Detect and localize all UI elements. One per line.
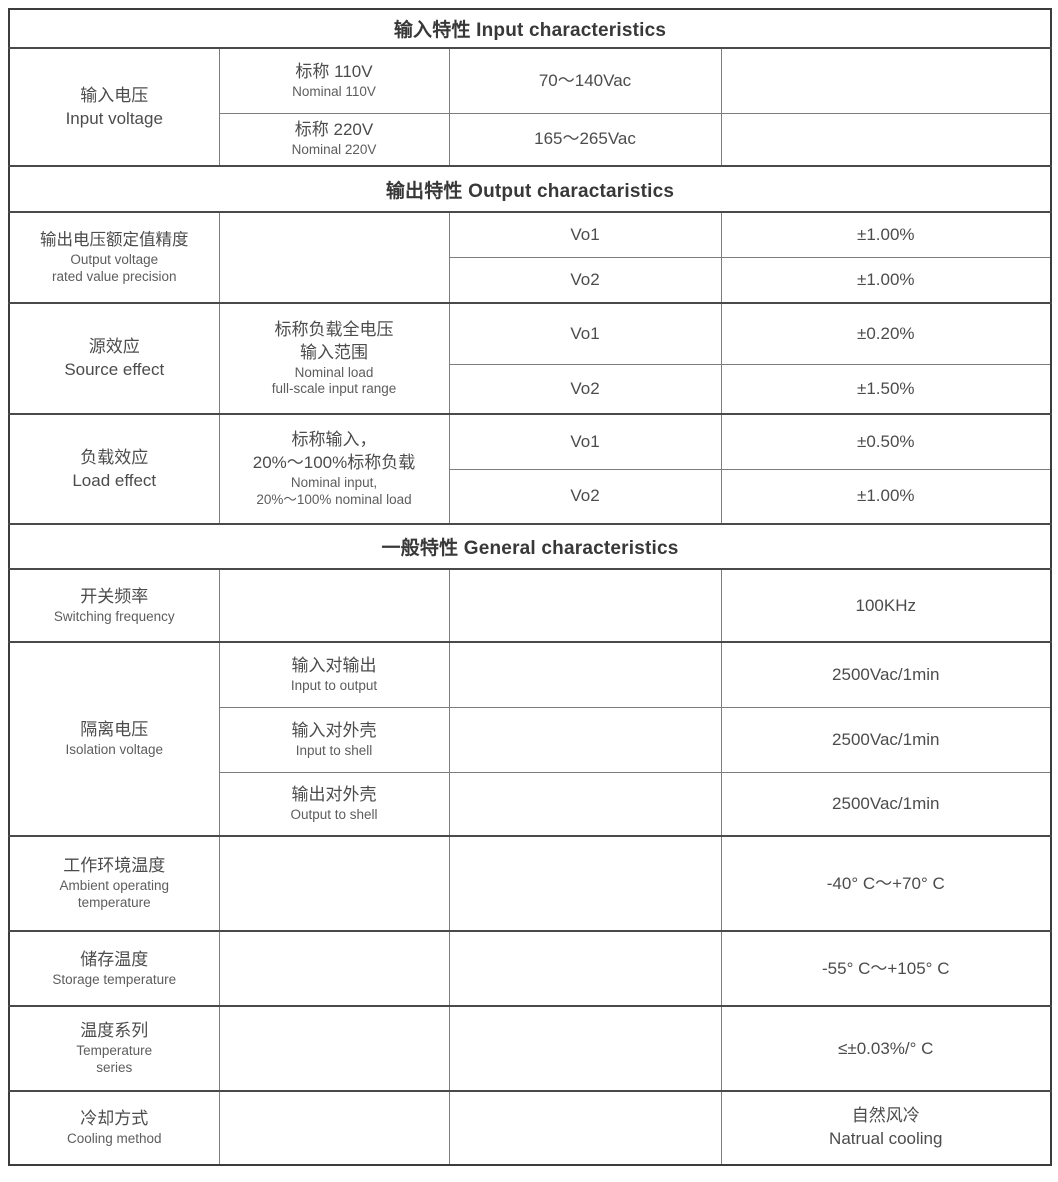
condition-nominal-110v: 标称 110V Nominal 110V: [218, 47, 450, 114]
section-header-input: 输入特性 Input characteristics: [8, 8, 1052, 49]
condition-nominal-220v-zh: 标称 220V: [294, 120, 374, 140]
empty-cell: [448, 706, 722, 773]
row-label-storage-temperature-zh: 储存温度: [80, 949, 149, 969]
port-cell-vo1: Vo1: [448, 211, 722, 258]
condition-input-to-shell: 输入对外壳 Input to shell: [218, 706, 450, 773]
condition-output-to-shell-en: Output to shell: [290, 806, 378, 822]
condition-output-to-shell-zh: 输出对外壳: [291, 784, 377, 804]
condition-load-effect-zh: 标称输入， 20%～100%标称负载: [252, 430, 416, 473]
condition-load-effect-en: Nominal input, 20%～100% nominal load: [256, 475, 412, 507]
condition-input-to-output: 输入对输出 Input to output: [218, 641, 450, 708]
condition-source-effect-zh: 标称负载全电压 输入范围: [274, 319, 394, 362]
row-label-source-effect-en: Source effect: [64, 360, 165, 380]
row-label-switching-frequency-zh: 开关频率: [80, 586, 149, 606]
empty-cell: [720, 112, 1052, 167]
condition-input-to-shell-en: Input to shell: [295, 742, 373, 758]
row-label-isolation-voltage: 隔离电压 Isolation voltage: [8, 641, 220, 837]
empty-cell: [218, 835, 450, 932]
port-cell-vo2: Vo2: [448, 468, 722, 525]
empty-cell: [448, 771, 722, 837]
port-cell-vo1: Vo1: [448, 302, 722, 365]
empty-cell: [448, 1090, 722, 1166]
port-cell-vo2: Vo2: [448, 363, 722, 415]
empty-cell: [448, 930, 722, 1007]
value-isolation-output-shell: 2500Vac/1min: [720, 771, 1052, 837]
port-cell-vo2: Vo2: [448, 256, 722, 304]
row-label-source-effect: 源效应 Source effect: [8, 302, 220, 415]
row-label-cooling-method: 冷却方式 Cooling method: [8, 1090, 220, 1166]
port-cell-vo1: Vo1: [448, 413, 722, 470]
empty-cell: [218, 568, 450, 643]
section-header-general: 一般特性 General characteristics: [8, 523, 1052, 570]
row-label-ambient-temperature-zh: 工作环境温度: [63, 856, 166, 876]
row-label-source-effect-zh: 源效应: [88, 337, 140, 357]
row-label-ambient-temperature-en: Ambient operating temperature: [59, 878, 170, 910]
row-label-storage-temperature: 储存温度 Storage temperature: [8, 930, 220, 1007]
row-label-ambient-temperature: 工作环境温度 Ambient operating temperature: [8, 835, 220, 932]
condition-input-to-output-en: Input to output: [290, 677, 378, 693]
value-isolation-input-output: 2500Vac/1min: [720, 641, 1052, 708]
value-precision-vo2: ±1.00%: [720, 256, 1052, 304]
value-source-vo1: ±0.20%: [720, 302, 1052, 365]
section-header-output: 输出特性 Output charactaristics: [8, 165, 1052, 213]
empty-cell: [448, 1005, 722, 1092]
value-precision-vo1: ±1.00%: [720, 211, 1052, 258]
row-label-isolation-voltage-zh: 隔离电压: [80, 720, 149, 740]
condition-input-to-output-zh: 输入对输出: [291, 655, 377, 675]
value-temperature-series: ≤±0.03%/° C: [720, 1005, 1052, 1092]
value-cooling-method-zh: 自然风冷: [851, 1106, 920, 1126]
row-label-input-voltage: 输入电压 Input voltage: [8, 47, 220, 167]
value-load-vo1: ±0.50%: [720, 413, 1052, 470]
row-label-load-effect-zh: 负载效应: [80, 447, 149, 467]
row-label-load-effect-en: Load effect: [72, 470, 157, 490]
condition-load-effect: 标称输入， 20%～100%标称负载 Nominal input, 20%～10…: [218, 413, 450, 525]
row-label-storage-temperature-en: Storage temperature: [52, 971, 177, 987]
value-range-110v: 70～140Vac: [448, 47, 722, 114]
empty-cell: [218, 1090, 450, 1166]
empty-cell: [218, 211, 450, 304]
empty-cell: [720, 47, 1052, 114]
row-label-output-precision: 输出电压额定值精度 Output voltage rated value pre…: [8, 211, 220, 304]
row-label-input-voltage-zh: 输入电压: [80, 85, 149, 105]
value-storage-temperature: -55° C～+105° C: [720, 930, 1052, 1007]
condition-nominal-220v: 标称 220V Nominal 220V: [218, 112, 450, 167]
row-label-cooling-method-zh: 冷却方式: [80, 1109, 149, 1129]
row-label-load-effect: 负载效应 Load effect: [8, 413, 220, 525]
value-isolation-input-shell: 2500Vac/1min: [720, 706, 1052, 773]
empty-cell: [448, 568, 722, 643]
value-load-vo2: ±1.00%: [720, 468, 1052, 525]
value-ambient-temperature: -40° C～+70° C: [720, 835, 1052, 932]
value-range-220v: 165～265Vac: [448, 112, 722, 167]
row-label-input-voltage-en: Input voltage: [65, 108, 163, 128]
row-label-output-precision-zh: 输出电压额定值精度: [40, 231, 189, 250]
condition-input-to-shell-zh: 输入对外壳: [291, 720, 377, 740]
row-label-temperature-series-zh: 温度系列: [80, 1021, 149, 1041]
row-label-isolation-voltage-en: Isolation voltage: [65, 742, 164, 758]
value-source-vo2: ±1.50%: [720, 363, 1052, 415]
condition-nominal-110v-zh: 标称 110V: [295, 61, 373, 81]
empty-cell: [448, 835, 722, 932]
row-label-switching-frequency: 开关频率 Switching frequency: [8, 568, 220, 643]
value-cooling-method: 自然风冷 Natrual cooling: [720, 1090, 1052, 1166]
spec-table: 输入特性 Input characteristics 输入电压 Input vo…: [8, 8, 1053, 1166]
empty-cell: [218, 930, 450, 1007]
condition-output-to-shell: 输出对外壳 Output to shell: [218, 771, 450, 837]
condition-source-effect-en: Nominal load full-scale input range: [271, 364, 397, 397]
condition-source-effect: 标称负载全电压 输入范围 Nominal load full-scale inp…: [218, 302, 450, 415]
row-label-cooling-method-en: Cooling method: [66, 1131, 162, 1147]
condition-nominal-110v-en: Nominal 110V: [292, 83, 376, 99]
condition-nominal-220v-en: Nominal 220V: [291, 142, 377, 158]
value-switching-frequency: 100KHz: [720, 568, 1052, 643]
row-label-temperature-series-en: Temperature series: [76, 1043, 153, 1075]
empty-cell: [218, 1005, 450, 1092]
value-cooling-method-en: Natrual cooling: [829, 1129, 943, 1148]
row-label-temperature-series: 温度系列 Temperature series: [8, 1005, 220, 1092]
empty-cell: [448, 641, 722, 708]
row-label-output-precision-en: Output voltage rated value precision: [51, 251, 177, 284]
row-label-switching-frequency-en: Switching frequency: [53, 608, 175, 624]
